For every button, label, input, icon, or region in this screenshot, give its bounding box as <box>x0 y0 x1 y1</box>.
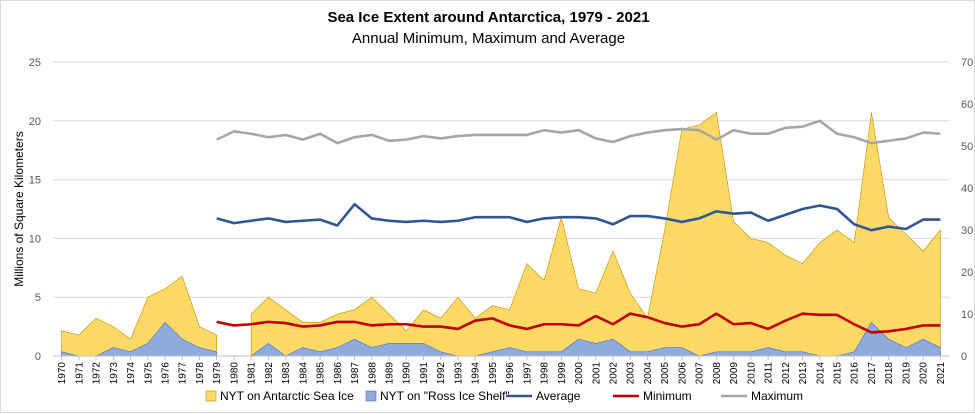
x-tick-label: 2004 <box>643 362 654 385</box>
x-tick-label: 1972 <box>92 362 103 385</box>
x-tick-label: 2003 <box>626 362 637 385</box>
x-tick-label: 2007 <box>695 362 706 385</box>
x-tick-label: 2019 <box>901 362 912 385</box>
x-tick-label: 1970 <box>57 362 68 385</box>
y2-tick-label: 10 <box>961 309 973 321</box>
x-tick-label: 1982 <box>264 362 275 385</box>
x-tick-label: 1996 <box>505 362 516 385</box>
x-tick-label: 1999 <box>557 362 568 385</box>
x-tick-label: 2010 <box>746 362 757 385</box>
x-tick-label: 1980 <box>229 362 240 385</box>
x-tick-label: 1988 <box>367 362 378 385</box>
x-tick-label: 1984 <box>298 362 309 385</box>
y-tick-label: 20 <box>29 116 41 128</box>
legend-label-nyt-on-antarctic-sea-ice: NYT on Antarctic Sea Ice <box>220 389 354 403</box>
x-tick-label: 2021 <box>936 362 947 385</box>
x-tick-label: 2015 <box>833 362 844 385</box>
x-tick-label: 1983 <box>281 362 292 385</box>
x-tick-label: 2008 <box>712 362 723 385</box>
legend-swatch-nyt-on-ross-ice-shelf <box>365 390 377 402</box>
chart-title: Sea Ice Extent around Antarctica, 1979 -… <box>327 9 650 26</box>
x-tick-label: 1985 <box>316 362 327 385</box>
area-series-nyt-on-antarctic-sea-ice <box>61 111 941 357</box>
y2-tick-label: 20 <box>961 267 973 279</box>
x-tick-label: 1997 <box>522 362 533 385</box>
y-tick-label: 5 <box>35 292 41 304</box>
x-tick-label: 1976 <box>161 362 172 385</box>
x-tick-label: 2005 <box>660 362 671 385</box>
y2-tick-label: 30 <box>961 225 973 237</box>
legend-label-average: Average <box>536 389 581 403</box>
x-tick-label: 1977 <box>178 362 189 385</box>
x-tick-label: 1979 <box>212 362 223 385</box>
y-tick-label: 10 <box>29 233 41 245</box>
legend-swatch-nyt-on-antarctic-sea-ice <box>205 390 217 402</box>
y-axis-label: Millions of Square Kilometers <box>12 131 26 286</box>
y2-tick-label: 40 <box>961 183 973 195</box>
x-tick-label: 1975 <box>143 362 154 385</box>
line-series-minimum <box>216 312 941 334</box>
y-tick-label: 0 <box>35 351 41 363</box>
x-tick-label: 1971 <box>74 362 85 385</box>
x-tick-label: 1986 <box>333 362 344 385</box>
x-tick-label: 2002 <box>609 362 620 385</box>
x-tick-label: 1974 <box>126 362 137 385</box>
x-tick-label: 2018 <box>884 362 895 385</box>
x-tick-label: 2017 <box>867 362 878 385</box>
y2-tick-label: 50 <box>961 141 973 153</box>
chart-subtitle: Annual Minimum, Maximum and Average <box>351 30 626 47</box>
x-tick-label: 2012 <box>781 362 792 385</box>
y2-tick-label: 0 <box>961 351 967 363</box>
x-tick-label: 1991 <box>419 362 430 385</box>
y2-tick-label: 60 <box>961 99 973 111</box>
x-tick-label: 2000 <box>574 362 585 385</box>
x-tick-label: 1989 <box>385 362 396 385</box>
x-tick-label: 1990 <box>402 362 413 385</box>
x-tick-label: 2001 <box>591 362 602 385</box>
x-tick-label: 1992 <box>436 362 447 385</box>
x-tick-label: 1995 <box>488 362 499 385</box>
y-tick-label: 15 <box>29 175 41 187</box>
x-tick-label: 1994 <box>471 362 482 385</box>
legend-label-nyt-on-ross-ice-shelf: NYT on "Ross Ice Shelf" <box>380 389 510 403</box>
x-tick-label: 1973 <box>109 362 120 385</box>
x-tick-label: 1987 <box>350 362 361 385</box>
x-tick-label: 1998 <box>540 362 551 385</box>
legend-label-maximum: Maximum <box>751 389 803 403</box>
y-tick-label: 25 <box>29 57 41 69</box>
line-series-maximum <box>216 119 941 145</box>
legend-label-minimum: Minimum <box>643 389 692 403</box>
x-tick-label: 1978 <box>195 362 206 385</box>
x-tick-label: 2020 <box>919 362 930 385</box>
y2-tick-label: 70 <box>961 57 973 69</box>
x-tick-label: 2011 <box>764 362 775 384</box>
x-tick-label: 2014 <box>815 362 826 385</box>
x-tick-label: 2006 <box>677 362 688 385</box>
x-tick-label: 1981 <box>247 362 258 385</box>
x-tick-label: 1993 <box>453 362 464 385</box>
x-tick-label: 2016 <box>850 362 861 385</box>
x-tick-label: 2009 <box>729 362 740 385</box>
line-series-average <box>216 202 941 232</box>
x-tick-label: 2013 <box>798 362 809 385</box>
